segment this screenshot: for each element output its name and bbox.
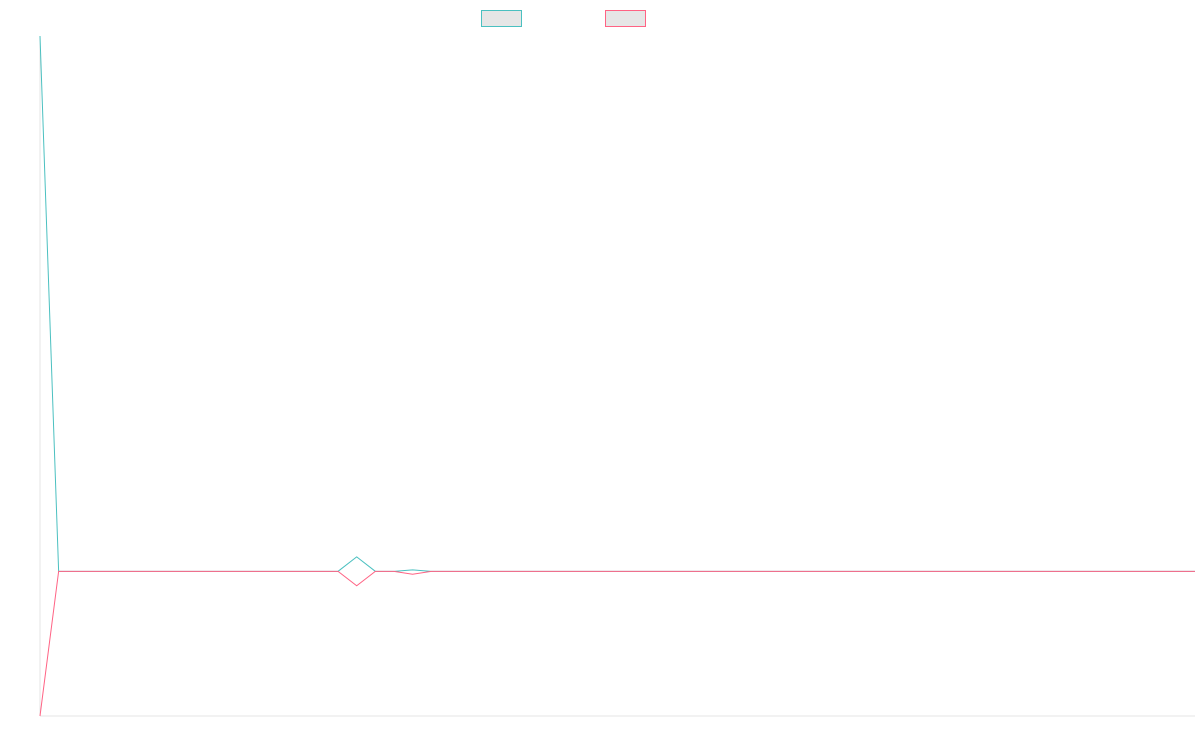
series-line-1 [39,35,1195,572]
legend-swatch-1 [481,10,522,27]
legend-swatch-2 [605,10,646,27]
axes [39,36,1195,717]
series-line-2 [39,570,1195,717]
legend-item-2[interactable] [605,10,646,27]
legend-item-1[interactable] [481,10,522,27]
legend [481,10,646,27]
series-layer [39,35,1195,717]
